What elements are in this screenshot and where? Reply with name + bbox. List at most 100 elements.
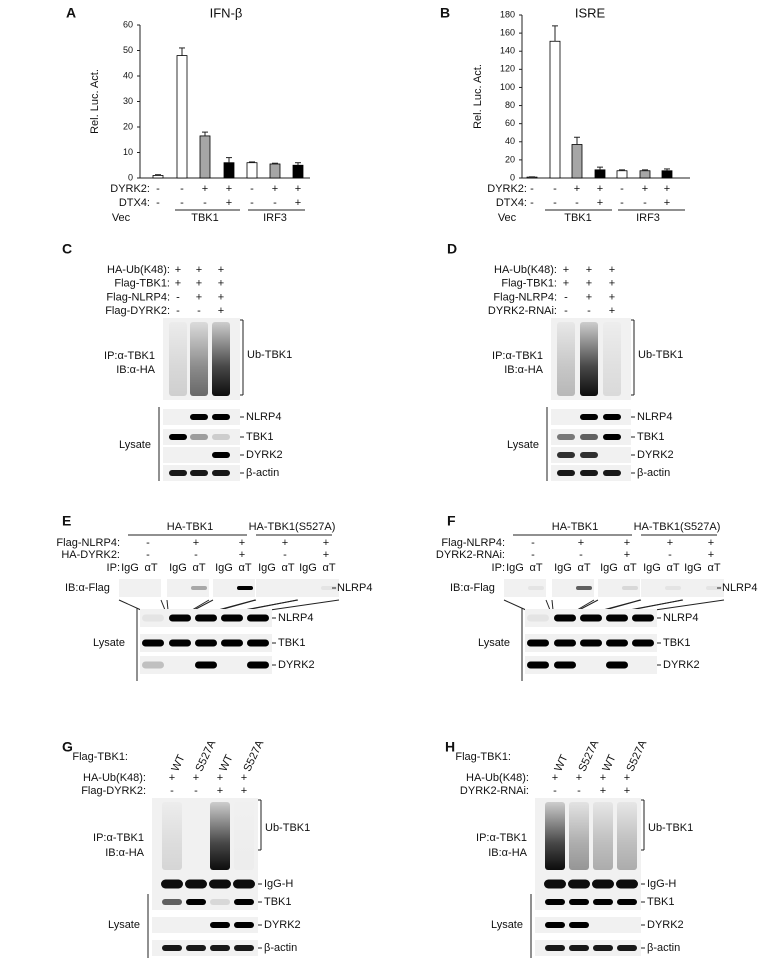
condition-sign: + bbox=[609, 305, 615, 317]
connector bbox=[604, 599, 642, 611]
condition-sign: + bbox=[552, 772, 558, 784]
condition-sign: + bbox=[578, 537, 584, 549]
band bbox=[169, 434, 187, 440]
condition-sign: + bbox=[600, 785, 606, 797]
lysate-band-label: NLRP4 bbox=[663, 612, 698, 624]
blot-strip bbox=[598, 579, 640, 597]
condition-sign: + bbox=[708, 537, 714, 549]
ib-band-label: NLRP4 bbox=[337, 582, 372, 594]
band bbox=[247, 639, 269, 647]
condition-label: DTX4: bbox=[119, 197, 150, 209]
condition-sign: + bbox=[272, 183, 278, 195]
lysate-band-label: DYRK2 bbox=[637, 449, 674, 461]
blot-strip bbox=[163, 429, 240, 445]
band bbox=[622, 586, 638, 590]
y-tick-label: 60 bbox=[123, 19, 133, 29]
condition-sign: + bbox=[586, 278, 592, 290]
band bbox=[545, 922, 565, 928]
error-bar bbox=[574, 136, 580, 145]
band bbox=[527, 614, 549, 622]
panel-label: F bbox=[447, 513, 456, 529]
band bbox=[212, 414, 230, 420]
lysate-label: Lysate bbox=[108, 919, 140, 931]
band bbox=[212, 452, 230, 458]
band bbox=[606, 614, 628, 622]
condition-sign: - bbox=[250, 197, 254, 209]
blot-strip bbox=[682, 579, 724, 597]
condition-sign: + bbox=[241, 785, 247, 797]
condition-sign: + bbox=[323, 537, 329, 549]
condition-label: Flag-TBK1: bbox=[501, 278, 557, 290]
band bbox=[545, 899, 565, 905]
y-tick-label: 40 bbox=[505, 136, 515, 146]
ub-smear bbox=[190, 322, 208, 396]
band bbox=[527, 639, 549, 647]
lysate-band-label: TBK1 bbox=[246, 431, 274, 443]
band bbox=[557, 452, 575, 458]
group-label: IRF3 bbox=[636, 212, 660, 224]
band bbox=[247, 614, 269, 622]
band bbox=[209, 879, 231, 889]
condition-sign: + bbox=[586, 291, 592, 303]
panel-label: H bbox=[445, 739, 455, 755]
error-bar bbox=[552, 25, 558, 42]
condition-sign: - bbox=[579, 549, 583, 561]
condition-sign: - bbox=[620, 183, 624, 195]
band bbox=[321, 586, 337, 590]
ip-lane-label: IgG bbox=[169, 562, 187, 574]
band bbox=[603, 470, 621, 476]
ub-smear bbox=[162, 802, 182, 870]
ip-label: IP:α-TBK1 bbox=[93, 832, 144, 844]
condition-sign: - bbox=[176, 291, 180, 303]
condition-sign: + bbox=[609, 264, 615, 276]
band bbox=[142, 661, 164, 669]
y-tick-label: 0 bbox=[128, 172, 133, 182]
lysate-band-label: β-actin bbox=[647, 942, 680, 954]
panel-label: E bbox=[62, 513, 71, 529]
bar bbox=[269, 163, 281, 179]
ip-lane-label: IgG bbox=[643, 562, 661, 574]
connector bbox=[245, 599, 298, 611]
condition-sign: - bbox=[146, 549, 150, 561]
condition-label: Flag-TBK1: bbox=[455, 751, 511, 763]
ub-smear bbox=[545, 802, 565, 870]
band bbox=[603, 434, 621, 440]
band bbox=[191, 586, 207, 590]
bar bbox=[176, 55, 188, 179]
band bbox=[580, 639, 602, 647]
lysate-band-label: TBK1 bbox=[663, 637, 691, 649]
band bbox=[195, 639, 217, 647]
condition-label: DYRK2-RNAi: bbox=[488, 305, 557, 317]
condition-sign: + bbox=[624, 537, 630, 549]
condition-label: HA-Ub(K48): bbox=[466, 772, 529, 784]
condition-label: Flag-DYRK2: bbox=[105, 305, 170, 317]
condition-sign: - bbox=[203, 197, 207, 209]
lysate-band-label: NLRP4 bbox=[278, 612, 313, 624]
band bbox=[617, 899, 637, 905]
y-tick-label: 160 bbox=[500, 27, 515, 37]
group-label: IRF3 bbox=[263, 212, 287, 224]
group-label: TBK1 bbox=[191, 212, 219, 224]
y-tick-label: 80 bbox=[505, 100, 515, 110]
lysate-band-label: β-actin bbox=[637, 467, 670, 479]
error-bar bbox=[249, 161, 255, 163]
condition-sign: + bbox=[624, 549, 630, 561]
condition-label: DYRK2-RNAi: bbox=[436, 549, 505, 561]
ip-row-label: IP: bbox=[107, 562, 120, 574]
band bbox=[544, 879, 566, 889]
condition-sign: + bbox=[664, 197, 670, 209]
error-bar bbox=[179, 47, 185, 56]
band bbox=[210, 899, 230, 905]
bar bbox=[292, 164, 304, 179]
connector bbox=[219, 599, 257, 611]
condition-sign: + bbox=[196, 278, 202, 290]
condition-sign: - bbox=[530, 183, 534, 195]
ip-lane-label: IgG bbox=[258, 562, 276, 574]
condition-sign: - bbox=[250, 183, 254, 195]
y-tick-label: 50 bbox=[123, 45, 133, 55]
connector bbox=[193, 599, 214, 611]
condition-sign: + bbox=[563, 264, 569, 276]
condition-sign: + bbox=[239, 537, 245, 549]
bar bbox=[223, 162, 235, 179]
